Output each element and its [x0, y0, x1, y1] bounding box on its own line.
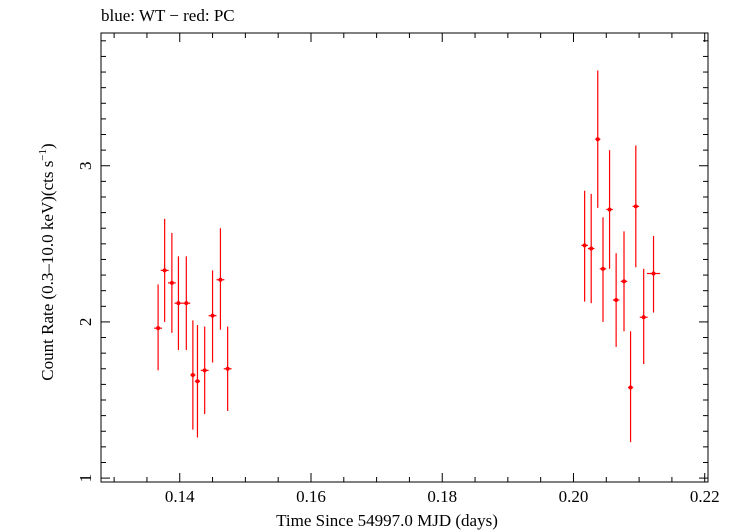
data-point: [632, 145, 640, 268]
chart-title: blue: WT − red: PC: [101, 6, 235, 25]
y-axis-label: Count Rate (0.3–10.0 keV)(cts s−1): [37, 143, 57, 380]
point-marker: [156, 326, 161, 331]
x-tick-label: 0.14: [165, 487, 195, 506]
point-marker: [601, 266, 606, 271]
x-tick-label: 0.16: [296, 487, 326, 506]
point-marker: [202, 368, 207, 373]
point-marker: [622, 279, 627, 284]
point-marker: [614, 298, 619, 303]
data-point: [200, 326, 209, 415]
data-point: [154, 284, 163, 371]
point-marker: [176, 301, 181, 306]
data-point: [190, 320, 196, 430]
x-tick-label: 0.20: [559, 487, 589, 506]
point-marker: [633, 204, 638, 209]
point-marker: [641, 315, 646, 320]
point-marker: [169, 280, 174, 285]
y-axis-label-close: ): [38, 143, 57, 149]
data-point: [167, 232, 176, 333]
data-points: [154, 70, 661, 443]
data-point: [595, 70, 601, 208]
point-marker: [582, 243, 587, 248]
y-tick-label: 3: [76, 161, 95, 170]
x-axis-label: Time Since 54997.0 MJD (days): [276, 511, 498, 530]
y-tick-label: 2: [76, 318, 95, 327]
data-point: [627, 331, 634, 443]
y-tick-labels: 1 2 3: [76, 161, 95, 482]
y-axis-label-sup: −1: [37, 149, 49, 161]
data-point: [581, 190, 588, 302]
data-point: [208, 270, 217, 363]
data-point: [606, 150, 613, 269]
point-marker: [225, 366, 230, 371]
point-marker: [184, 301, 189, 306]
data-point: [639, 268, 648, 365]
y-axis-label-main: Count Rate (0.3–10.0 keV)(cts s: [38, 161, 57, 381]
data-point: [182, 256, 191, 351]
point-marker: [651, 271, 656, 276]
point-marker: [607, 207, 612, 212]
point-marker: [218, 277, 223, 282]
data-point: [216, 228, 225, 330]
data-point: [174, 256, 183, 351]
x-tick-label: 0.18: [427, 487, 457, 506]
data-point: [612, 253, 620, 347]
y-tick-label: 1: [76, 474, 95, 483]
point-marker: [195, 379, 200, 384]
data-point: [587, 193, 595, 304]
point-marker: [162, 268, 167, 273]
point-marker: [210, 313, 215, 318]
x-tick-label: 0.22: [690, 487, 720, 506]
data-point: [620, 231, 628, 332]
plot-frame: [100, 32, 709, 483]
data-point: [194, 325, 201, 438]
data-point: [599, 217, 607, 322]
point-marker: [190, 373, 195, 378]
point-marker: [595, 137, 600, 142]
x-tick-labels: 0.14 0.16 0.18 0.20 0.22: [165, 487, 720, 506]
data-point: [160, 218, 169, 322]
point-marker: [628, 385, 633, 390]
axis-ticks: [101, 33, 708, 482]
point-marker: [589, 246, 594, 251]
data-point: [646, 236, 661, 313]
data-point: [223, 326, 232, 411]
